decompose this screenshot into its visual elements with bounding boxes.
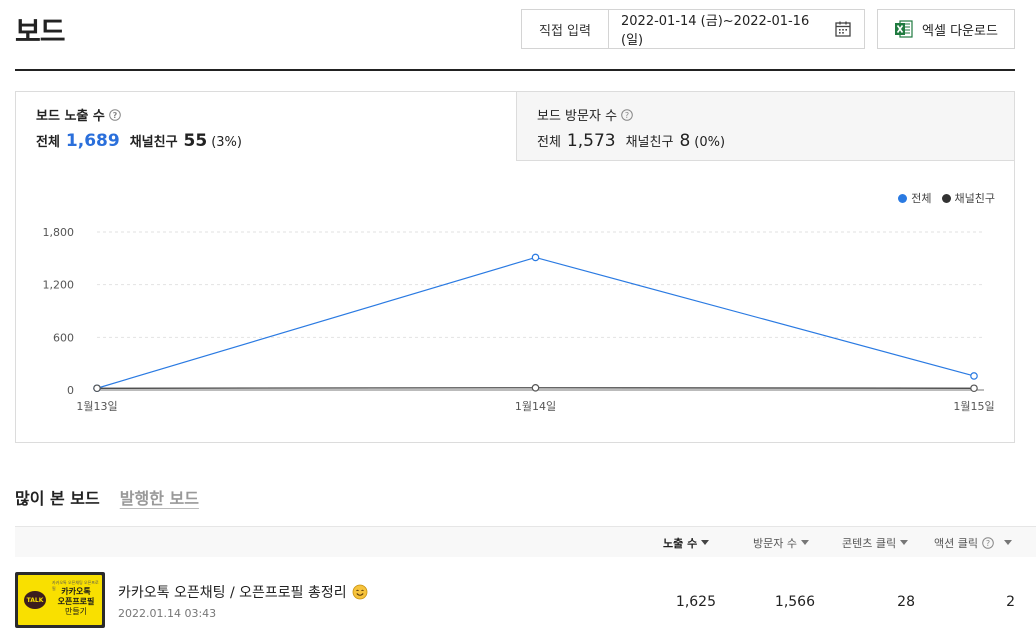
help-icon[interactable]: ? (621, 108, 633, 121)
cell-content-clicks: 28 (897, 594, 915, 610)
column-content-clicks[interactable]: 콘텐츠 클릭 (842, 527, 909, 558)
sort-caret-icon (701, 540, 710, 545)
cell-action-clicks: 2 (1006, 594, 1015, 610)
visitors-friends-value: 8 (679, 131, 691, 151)
svg-text:?: ? (986, 539, 990, 548)
x-tick-label: 1월13일 (76, 399, 117, 413)
smiling-face-icon (352, 584, 368, 600)
data-point-total (970, 372, 978, 380)
legend-item-total[interactable]: 전체 (898, 190, 932, 206)
impressions-friends-label: 채널친구 (129, 135, 178, 150)
excel-icon (894, 19, 914, 39)
x-tick-label: 1월14일 (515, 399, 556, 413)
board-title[interactable]: 카카오톡 오픈채팅 / 오픈프로필 총정리 (118, 582, 368, 602)
svg-text:?: ? (113, 111, 118, 120)
table-row[interactable]: 카카오톡 오픈채팅 오픈프로필 TALK 카카오톡 오픈프로필 만들기 카카오톡… (15, 572, 1036, 630)
help-icon[interactable]: ? (982, 536, 994, 549)
legend-dot-total (898, 193, 908, 203)
y-tick-label: 1,800 (43, 226, 75, 239)
cell-visitors: 1,566 (774, 594, 815, 610)
thumbnail-caption: 카카오톡 오픈채팅 오픈프로필 (52, 580, 99, 591)
calendar-icon[interactable] (833, 19, 853, 39)
svg-text:?: ? (625, 111, 629, 120)
board-date: 2022.01.14 03:43 (118, 607, 217, 620)
chart-legend: 전체 채널친구 (898, 190, 995, 206)
visitors-title: 보드 방문자 수 (537, 109, 618, 124)
impressions-title: 보드 노출 수 (36, 109, 105, 124)
header-divider (15, 69, 1015, 71)
column-impressions[interactable]: 노출 수 (663, 527, 710, 558)
date-filter: 직접 입력 2022-01-14 (금)~2022-01-16 (일) (521, 9, 865, 49)
cell-impressions: 1,625 (675, 594, 716, 610)
series-line-total (96, 256, 975, 389)
data-point-total (531, 253, 540, 262)
visitors-friends-percent: (0%) (694, 135, 726, 150)
y-tick-label: 600 (53, 331, 74, 344)
legend-dot-friends (941, 193, 951, 203)
table-header: 노출 수 방문자 수 콘텐츠 클릭 액션 클릭? (15, 526, 1036, 557)
column-visitors[interactable]: 방문자 수 (753, 527, 809, 558)
y-tick-label: 0 (67, 384, 74, 397)
legend-item-friends[interactable]: 채널친구 (941, 190, 995, 206)
thumbnail-text: 카카오톡 오픈프로필 만들기 (57, 587, 95, 616)
tab-visitors[interactable]: 보드 방문자 수 ? 전체 1,573 채널친구 8 (0%) (516, 92, 1014, 161)
sort-caret-icon (1003, 540, 1012, 545)
help-icon[interactable]: ? (109, 108, 121, 121)
board-thumbnail[interactable]: 카카오톡 오픈채팅 오픈프로필 TALK 카카오톡 오픈프로필 만들기 (15, 572, 105, 628)
impressions-friends-value: 55 (183, 131, 208, 151)
date-range-input[interactable]: 2022-01-14 (금)~2022-01-16 (일) (621, 14, 810, 48)
impressions-total-label: 전체 (36, 135, 60, 150)
section-tabs: 많이 본 보드 발행한 보드 (15, 485, 199, 509)
x-tick-label: 1월15일 (953, 399, 994, 413)
page-title: 보드 (15, 15, 66, 48)
visitors-total-value: 1,573 (566, 131, 616, 151)
y-tick-label: 1,200 (43, 279, 75, 292)
impressions-total-value: 1,689 (65, 131, 120, 151)
visitors-total-label: 전체 (537, 135, 561, 150)
excel-download-button[interactable]: 엑셀 다운로드 (877, 9, 1015, 49)
sort-caret-icon (900, 540, 909, 545)
excel-download-label: 엑셀 다운로드 (922, 23, 998, 39)
visitors-friends-label: 채널친구 (625, 135, 674, 150)
tab-impressions[interactable]: 보드 노출 수 ? 전체 1,689 채널친구 55 (3%) (16, 92, 516, 161)
data-point-friends (531, 384, 540, 392)
impressions-friends-percent: (3%) (211, 135, 242, 150)
column-action-clicks[interactable]: 액션 클릭? (934, 527, 1012, 558)
date-mode-button[interactable]: 직접 입력 (522, 10, 609, 48)
tab-published[interactable]: 발행한 보드 (119, 489, 199, 508)
sort-caret-icon (800, 540, 809, 545)
data-point-friends (93, 384, 101, 393)
kakaotalk-logo: TALK (24, 591, 46, 609)
stats-card: 보드 노출 수 ? 전체 1,689 채널친구 55 (3%) 보드 방문자 수… (15, 91, 1015, 443)
tab-most-viewed[interactable]: 많이 본 보드 (15, 489, 100, 508)
data-point-friends (970, 384, 978, 393)
line-chart: 0 600 1,200 1,800 1월13일 1월14일 1월15일 (43, 226, 995, 413)
